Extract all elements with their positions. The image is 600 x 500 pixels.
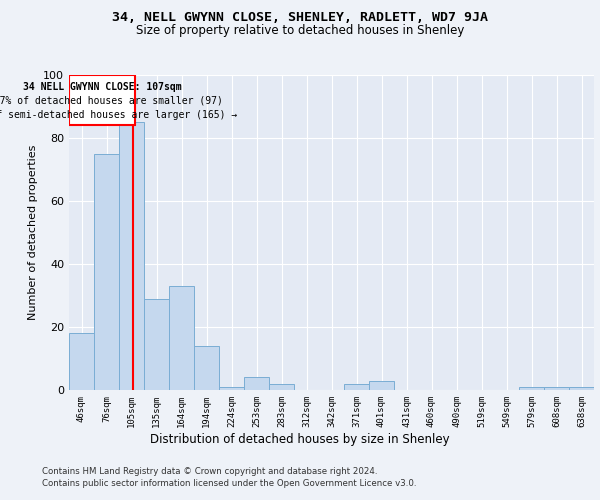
Bar — [169, 286, 194, 390]
Bar — [244, 378, 269, 390]
Text: Distribution of detached houses by size in Shenley: Distribution of detached houses by size … — [150, 432, 450, 446]
Bar — [144, 298, 169, 390]
Bar — [94, 154, 119, 390]
Bar — [544, 387, 569, 390]
Bar — [344, 384, 369, 390]
Text: 34 NELL GWYNN CLOSE: 107sqm: 34 NELL GWYNN CLOSE: 107sqm — [23, 82, 181, 92]
Bar — [69, 334, 94, 390]
Bar — [569, 387, 594, 390]
Y-axis label: Number of detached properties: Number of detached properties — [28, 145, 38, 320]
Bar — [119, 122, 144, 390]
Bar — [194, 346, 219, 390]
Bar — [69, 75, 135, 126]
Text: Size of property relative to detached houses in Shenley: Size of property relative to detached ho… — [136, 24, 464, 37]
Text: Contains HM Land Registry data © Crown copyright and database right 2024.: Contains HM Land Registry data © Crown c… — [42, 468, 377, 476]
Bar — [269, 384, 294, 390]
Text: 62% of semi-detached houses are larger (165) →: 62% of semi-detached houses are larger (… — [0, 110, 237, 120]
Bar — [369, 380, 394, 390]
Text: 34, NELL GWYNN CLOSE, SHENLEY, RADLETT, WD7 9JA: 34, NELL GWYNN CLOSE, SHENLEY, RADLETT, … — [112, 11, 488, 24]
Text: ← 37% of detached houses are smaller (97): ← 37% of detached houses are smaller (97… — [0, 96, 223, 106]
Text: Contains public sector information licensed under the Open Government Licence v3: Contains public sector information licen… — [42, 479, 416, 488]
Bar — [519, 387, 544, 390]
Bar — [219, 387, 244, 390]
